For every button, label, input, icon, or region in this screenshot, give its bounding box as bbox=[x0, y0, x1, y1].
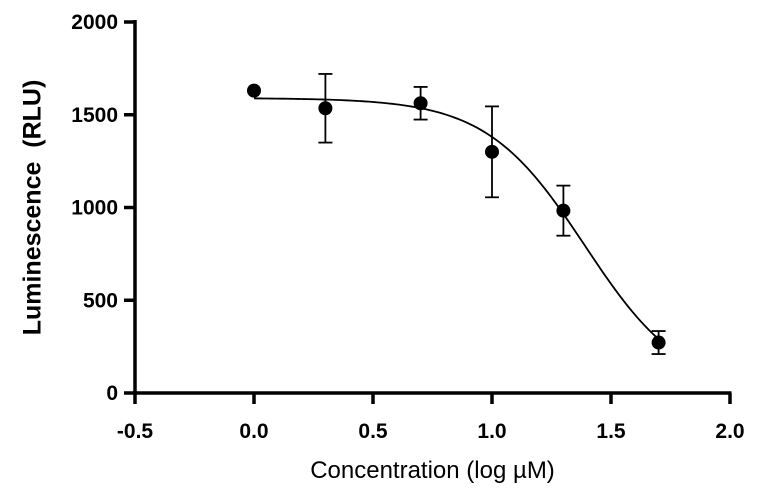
y-tick-label: 1000 bbox=[71, 197, 118, 220]
x-tick-label: 0.0 bbox=[239, 420, 268, 443]
data-point bbox=[651, 335, 666, 350]
y-tick-label: 2000 bbox=[71, 11, 118, 34]
y-tick-label: 500 bbox=[83, 289, 118, 312]
x-tick-label: 0.5 bbox=[358, 420, 388, 443]
x-tick-label: 1.0 bbox=[477, 420, 506, 443]
x-tick-label: 2.0 bbox=[715, 420, 744, 443]
fit-curve bbox=[253, 97, 660, 340]
y-tick-label: 0 bbox=[106, 382, 118, 405]
data-point bbox=[318, 101, 333, 116]
error-bars bbox=[318, 73, 666, 355]
data-point bbox=[485, 144, 499, 159]
x-axis-label: Concentration (log µM) bbox=[310, 457, 555, 484]
data-point bbox=[556, 203, 571, 218]
y-axis-label: Luminescence (RLU) bbox=[19, 80, 47, 336]
x-axis-ticks: -0.5 0.0 0.5 1.0 1.5 2.0 bbox=[117, 393, 745, 443]
data-point bbox=[247, 83, 261, 98]
data-points bbox=[247, 83, 666, 350]
data-point bbox=[413, 96, 428, 111]
y-tick-label: 1500 bbox=[71, 104, 118, 127]
x-tick-label: -0.5 bbox=[117, 420, 154, 443]
x-tick-label: 1.5 bbox=[596, 420, 626, 443]
y-axis-ticks: 0 500 1000 1500 2000 bbox=[71, 11, 135, 405]
axes bbox=[133, 20, 732, 395]
